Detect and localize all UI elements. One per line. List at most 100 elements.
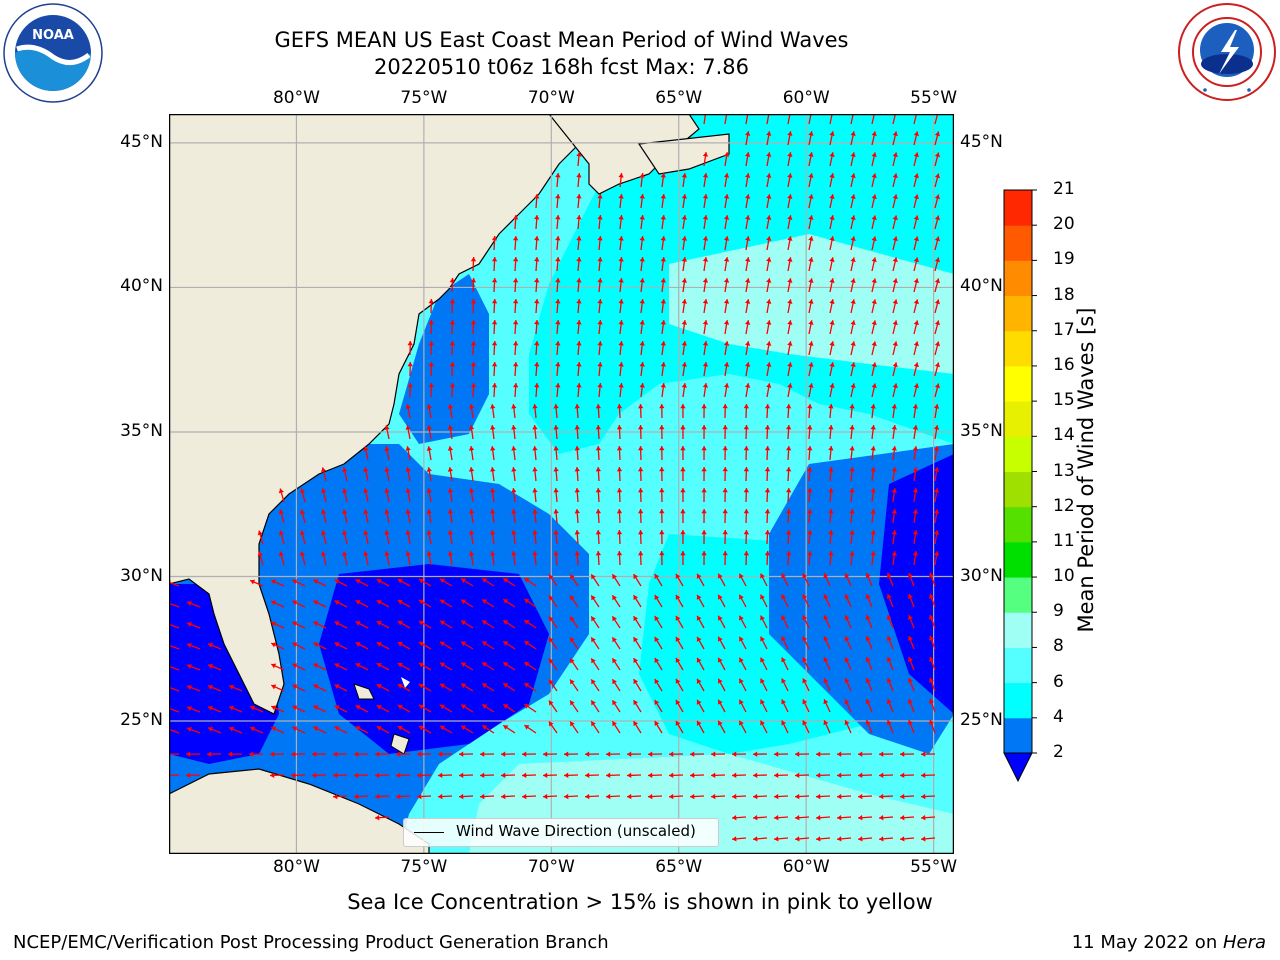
wind-arrow (437, 751, 453, 757)
wind-arrow (849, 530, 855, 545)
wind-arrow (313, 726, 327, 734)
wind-arrow (542, 772, 558, 779)
wind-arrow (871, 320, 877, 335)
wind-arrow (766, 131, 772, 146)
wind-arrow (257, 530, 264, 545)
wind-arrow (836, 772, 852, 779)
wind-arrow (907, 698, 915, 713)
wind-arrow (891, 446, 897, 461)
wind-arrow (569, 574, 579, 587)
wind-arrow (460, 599, 474, 608)
wind-arrow (590, 573, 600, 587)
wind-arrow (738, 699, 747, 713)
wind-arrow (802, 699, 810, 713)
wind-arrow (428, 319, 434, 335)
wind-arrow (563, 772, 579, 779)
wind-arrow (481, 577, 495, 587)
wind-arrow (524, 661, 537, 671)
wind-arrow (850, 152, 856, 167)
wind-arrow (363, 551, 369, 566)
wind-arrow (891, 425, 897, 440)
wind-arrow (659, 445, 665, 461)
wind-arrow (468, 446, 475, 461)
wind-arrow (828, 487, 834, 503)
wind-arrow (637, 403, 644, 419)
colorbar-segment (1004, 682, 1032, 719)
wind-arrow (418, 578, 432, 587)
wind-arrow (292, 705, 306, 713)
wind-arrow (773, 772, 789, 779)
wind-arrow (808, 341, 814, 356)
wind-arrow (502, 619, 516, 629)
wind-arrow (752, 793, 768, 800)
wind-arrow (270, 663, 285, 671)
lat-label-right: 35°N (960, 420, 1003, 441)
wind-arrow (701, 466, 707, 482)
wind-arrow (934, 320, 941, 335)
lon-label-bottom: 60°W (782, 857, 830, 877)
wave-period-under-2-center (319, 564, 549, 754)
wind-arrow (836, 751, 852, 757)
footer-host: Hera (1222, 932, 1266, 953)
wind-arrow (808, 362, 814, 377)
wind-arrow (374, 751, 390, 757)
lat-label-left: 35°N (120, 420, 163, 441)
wind-arrow (639, 194, 645, 209)
colorbar-tick-label: 9 (1053, 601, 1064, 622)
wind-arrow (491, 277, 498, 293)
wind-arrow (702, 194, 709, 209)
wind-arrow (934, 131, 941, 146)
wind-arrow (186, 621, 201, 629)
wind-arrow (743, 466, 750, 482)
wind-arrow (534, 235, 540, 251)
wind-arrow (292, 726, 306, 734)
wind-arrow (807, 487, 813, 503)
wind-arrow (405, 467, 411, 482)
wind-arrow (787, 341, 793, 356)
wind-arrow (870, 446, 876, 461)
wind-arrow (828, 403, 834, 419)
wind-arrow (491, 340, 498, 356)
wind-arrow (355, 704, 369, 713)
wind-arrow (534, 298, 540, 314)
wind-arrow (576, 173, 582, 188)
wind-arrow (228, 705, 243, 713)
wind-arrow (534, 214, 540, 230)
wind-arrow (913, 131, 919, 146)
wind-arrow (437, 772, 453, 779)
wind-arrow (808, 383, 814, 398)
wind-arrow (470, 298, 477, 314)
wind-arrow (871, 236, 877, 251)
wind-arrow (376, 662, 390, 671)
wind-arrow (815, 793, 831, 800)
wind-arrow (342, 551, 348, 566)
wind-arrow (785, 466, 792, 482)
wind-arrow (871, 194, 877, 209)
wind-arrow (534, 361, 540, 377)
wind-arrow (680, 445, 686, 461)
wind-arrow (913, 257, 919, 272)
wind-arrow (681, 299, 688, 314)
wind-arrow (696, 657, 705, 671)
wind-arrow (524, 619, 537, 629)
wind-arrow (553, 550, 559, 566)
wind-arrow (892, 362, 898, 377)
wind-arrow (913, 173, 919, 188)
wind-arrow (397, 641, 411, 650)
wind-arrow (766, 236, 772, 251)
wind-arrow (618, 257, 624, 272)
wind-arrow (745, 194, 751, 209)
wind-arrow (865, 614, 873, 629)
wind-arrow (844, 593, 852, 608)
legend-line-sample (414, 832, 444, 833)
wind-arrow (723, 236, 730, 251)
wind-arrow (334, 663, 348, 671)
wind-arrow (447, 404, 454, 419)
wind-arrow (865, 593, 873, 608)
wind-arrow (207, 726, 222, 734)
wind-arrow (576, 215, 582, 230)
wind-arrow (374, 772, 390, 779)
wind-arrow (299, 488, 306, 503)
wind-arrow (675, 573, 684, 587)
wind-arrow (722, 550, 728, 566)
